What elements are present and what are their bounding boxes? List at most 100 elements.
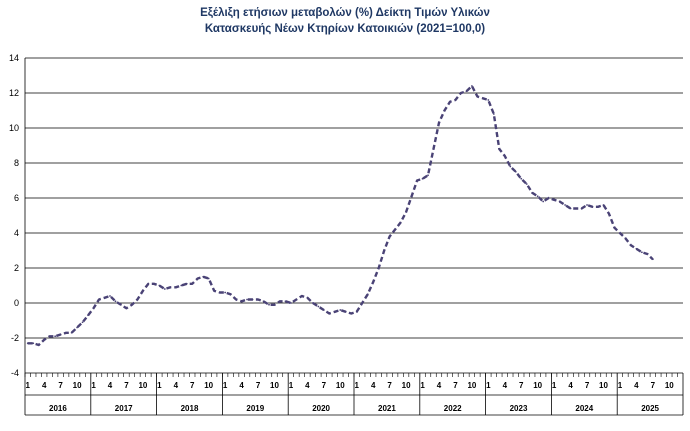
data-point — [196, 277, 199, 280]
month-tick-label: 4 — [108, 381, 113, 390]
month-tick-label: 4 — [437, 381, 442, 390]
data-point — [26, 342, 29, 345]
y-tick-label: 6 — [14, 193, 19, 203]
data-point — [405, 211, 407, 213]
data-point — [54, 335, 57, 338]
data-point — [322, 309, 325, 311]
data-point — [169, 286, 172, 289]
data-point — [640, 251, 643, 254]
y-tick-label: 0 — [14, 298, 19, 308]
month-tick-label: 4 — [371, 381, 376, 390]
month-tick-label: 10 — [138, 381, 147, 390]
month-tick-label: 4 — [174, 381, 179, 390]
data-point — [333, 310, 336, 313]
data-point — [394, 228, 397, 231]
data-point — [120, 303, 122, 306]
data-point — [350, 312, 353, 315]
data-point — [383, 249, 386, 252]
month-tick-label: 7 — [651, 381, 656, 390]
data-point — [158, 284, 161, 287]
month-tick-label: 10 — [204, 381, 213, 390]
data-point — [163, 288, 166, 290]
data-point — [185, 282, 188, 285]
month-tick-label: 1 — [289, 381, 294, 390]
data-point — [37, 344, 40, 346]
y-tick-label: -4 — [11, 368, 19, 378]
gridlines — [25, 57, 683, 374]
data-point — [388, 235, 391, 238]
year-label: 2022 — [444, 404, 462, 413]
data-point — [503, 155, 506, 157]
data-point — [481, 97, 484, 100]
data-point — [180, 284, 183, 287]
month-tick-label: 7 — [124, 381, 129, 390]
data-point — [98, 298, 100, 301]
data-point — [290, 302, 292, 304]
data-point — [591, 205, 594, 208]
data-point — [284, 300, 287, 303]
data-point — [235, 298, 238, 301]
data-point — [339, 309, 342, 311]
data-point — [465, 90, 468, 93]
data-point — [191, 282, 194, 285]
month-tick-label: 4 — [503, 381, 508, 390]
month-tick-label: 7 — [585, 381, 590, 390]
data-point — [619, 232, 621, 234]
year-label: 2016 — [49, 404, 67, 413]
month-tick-label: 7 — [519, 381, 524, 390]
data-point — [602, 204, 605, 206]
y-tick-label: 10 — [9, 123, 19, 133]
month-tick-label: 7 — [322, 381, 327, 390]
data-point — [136, 298, 139, 301]
data-point — [630, 244, 632, 247]
data-point — [608, 212, 610, 215]
series-line-path — [27, 84, 654, 347]
data-point — [487, 99, 490, 101]
data-point — [355, 310, 358, 313]
data-point — [229, 293, 232, 296]
data-point — [558, 200, 561, 203]
data-point — [438, 121, 440, 124]
month-tick-label: 4 — [634, 381, 639, 390]
y-tick-label: 2 — [14, 263, 19, 273]
data-point — [70, 331, 73, 334]
data-point — [613, 226, 616, 229]
y-tick-label: 12 — [9, 88, 19, 98]
month-tick-label: 1 — [157, 381, 162, 390]
month-tick-label: 1 — [26, 381, 31, 390]
data-point — [536, 195, 539, 198]
data-point — [295, 298, 298, 301]
data-point — [125, 307, 128, 310]
data-point — [257, 298, 259, 301]
data-point — [65, 331, 68, 334]
data-point — [366, 293, 369, 296]
data-point — [240, 300, 243, 303]
month-tick-label: 1 — [486, 381, 491, 390]
data-point — [218, 291, 221, 294]
y-tick-label: 8 — [14, 158, 19, 168]
month-tick-label: 10 — [336, 381, 345, 390]
month-tick-label: 10 — [533, 381, 542, 390]
data-point — [651, 258, 654, 261]
data-point — [399, 221, 402, 224]
year-label: 2025 — [641, 404, 659, 413]
data-point — [224, 291, 227, 294]
year-label: 2021 — [378, 404, 396, 413]
year-label: 2024 — [575, 404, 593, 413]
month-tick-label: 10 — [599, 381, 608, 390]
month-tick-label: 7 — [256, 381, 261, 390]
data-point — [213, 289, 216, 292]
y-tick-label: 4 — [14, 228, 19, 238]
data-point — [152, 282, 155, 285]
data-point — [586, 204, 588, 206]
y-axis: -4 -2 0 2 4 6 8 10 12 14 — [9, 53, 26, 378]
data-point — [114, 300, 117, 303]
data-point — [328, 312, 331, 315]
month-tick-label: 1 — [420, 381, 425, 390]
data-point — [547, 197, 550, 199]
data-point — [454, 99, 457, 101]
data-point — [564, 204, 567, 206]
data-point — [87, 314, 89, 317]
data-point — [59, 333, 62, 336]
